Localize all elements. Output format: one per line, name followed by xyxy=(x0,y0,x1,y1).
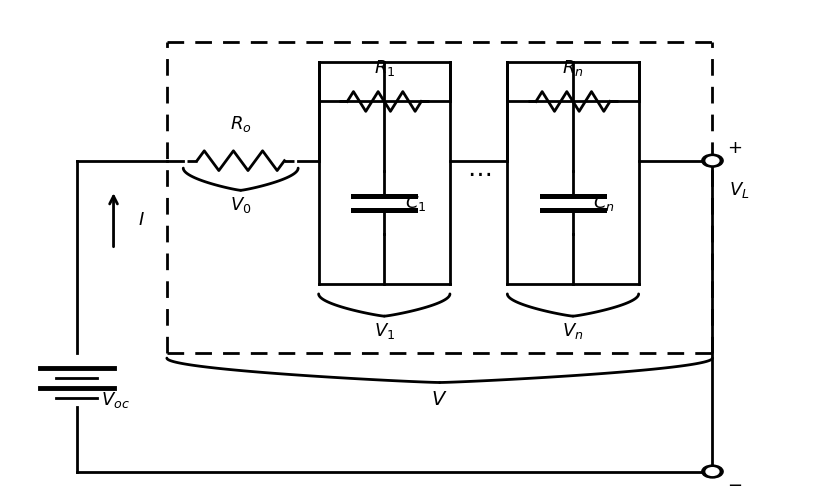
Text: $V_0$: $V_0$ xyxy=(230,195,251,215)
Text: $+$: $+$ xyxy=(727,139,743,157)
Text: $R_n$: $R_n$ xyxy=(563,58,584,78)
Text: $R_1$: $R_1$ xyxy=(373,58,395,78)
Text: $V_L$: $V_L$ xyxy=(729,180,749,200)
Text: $V_n$: $V_n$ xyxy=(563,321,584,341)
Text: $-$: $-$ xyxy=(727,475,743,493)
Circle shape xyxy=(702,465,723,478)
Circle shape xyxy=(706,468,719,476)
Circle shape xyxy=(706,157,719,165)
Text: $R_o$: $R_o$ xyxy=(230,114,252,134)
Text: $V_1$: $V_1$ xyxy=(373,321,395,341)
Text: $V$: $V$ xyxy=(431,390,448,409)
Text: $\cdots$: $\cdots$ xyxy=(467,161,491,185)
Text: $V_{oc}$: $V_{oc}$ xyxy=(102,390,130,410)
Text: $C_1$: $C_1$ xyxy=(405,193,426,213)
Text: $C_n$: $C_n$ xyxy=(594,193,615,213)
Text: $I$: $I$ xyxy=(138,211,145,229)
Circle shape xyxy=(702,154,723,167)
